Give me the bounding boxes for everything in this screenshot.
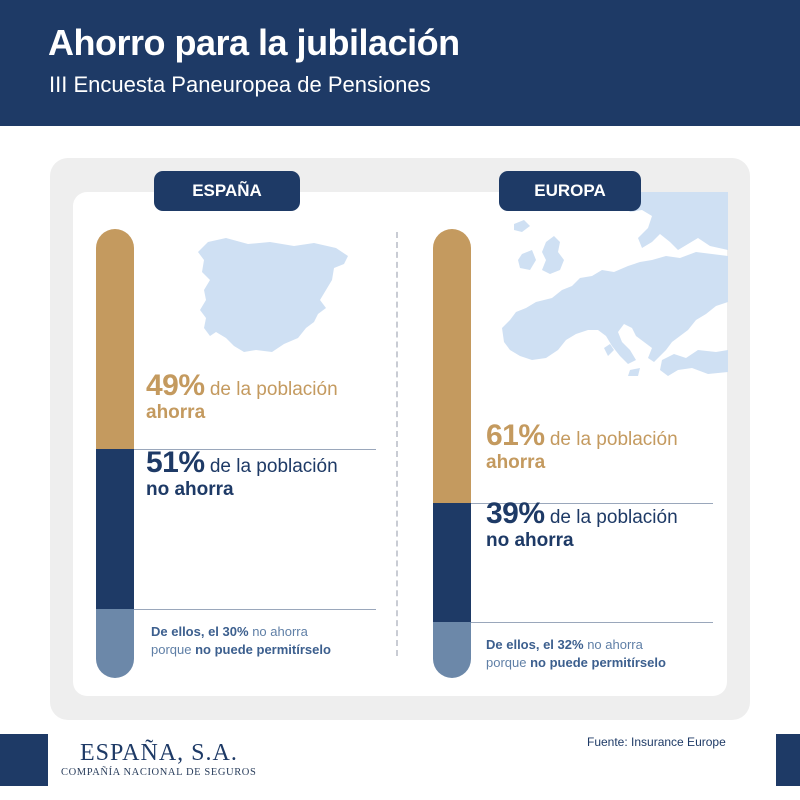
europe-ahorra-strong: ahorra	[486, 452, 546, 473]
europe-bar	[433, 229, 471, 678]
spain-note-pre: porque	[151, 642, 192, 657]
spain-ahorra-strong: ahorra	[146, 402, 206, 423]
spain-bar-segment-ahorra	[96, 229, 134, 449]
europe-note-lead: De ellos, el 32%	[486, 637, 584, 652]
europe-bar-segment-ahorra	[433, 229, 471, 503]
spain-note: De ellos, el 30% no ahorra porque no pue…	[151, 623, 331, 659]
europe-ahorra-text: de la población	[549, 429, 678, 450]
spain-noahorra-strong: no ahorra	[146, 479, 234, 500]
europe-note-line	[471, 621, 713, 623]
spain-ahorra-label: 49% de la población ahorra	[146, 371, 338, 424]
spain-noahorra-value: 51%	[146, 446, 205, 479]
europe-noahorra-label: 39% de la población no ahorra	[486, 499, 678, 552]
footer-accent-left	[0, 734, 48, 786]
europe-note-mid: no ahorra	[587, 637, 643, 652]
spain-bar	[96, 229, 134, 678]
page-title: Ahorro para la jubilación	[48, 22, 460, 63]
spain-note-mid: no ahorra	[252, 624, 308, 639]
europe-ahorra-value: 61%	[486, 419, 545, 452]
page-subtitle: III Encuesta Paneuropea de Pensiones	[49, 72, 431, 97]
europe-note: De ellos, el 32% no ahorra porque no pue…	[486, 636, 666, 672]
spain-note-tail: no puede permitírselo	[195, 642, 331, 657]
europe-bar-segment-no-ahorra	[433, 502, 471, 622]
europe-label: EUROPA	[499, 171, 641, 211]
header-banner: Ahorro para la jubilación III Encuesta P…	[0, 0, 800, 126]
europe-ahorra-label: 61% de la población ahorra	[486, 421, 678, 474]
spain-ahorra-text: de la población	[209, 379, 338, 400]
spain-note-lead: De ellos, el 30%	[151, 624, 249, 639]
spain-note-line	[134, 609, 376, 611]
source-citation: Fuente: Insurance Europe	[587, 735, 726, 749]
europe-note-tail: no puede permitírselo	[530, 655, 666, 670]
section-divider	[396, 232, 398, 656]
europe-note-pre: porque	[486, 655, 527, 670]
spain-split-line	[134, 449, 376, 450]
spain-noahorra-label: 51% de la población no ahorra	[146, 448, 338, 501]
spain-bar-segment-no-puede	[96, 609, 134, 678]
spain-noahorra-text: de la población	[209, 456, 338, 477]
spain-ahorra-value: 49%	[146, 369, 205, 402]
brand-logo-text: ESPAÑA, S.A.	[80, 740, 238, 766]
spain-label: ESPAÑA	[154, 171, 300, 211]
europe-map-icon	[502, 192, 728, 376]
brand-tagline: COMPAÑÍA NACIONAL DE SEGUROS	[61, 767, 257, 778]
europe-bar-segment-no-puede	[433, 621, 471, 678]
spain-map-icon	[198, 238, 348, 352]
europe-noahorra-text: de la población	[549, 507, 678, 528]
europe-noahorra-value: 39%	[486, 497, 545, 530]
footer-accent-right	[776, 734, 800, 786]
europe-split-line	[471, 502, 713, 504]
spain-bar-segment-no-ahorra	[96, 449, 134, 610]
europe-noahorra-strong: no ahorra	[486, 530, 574, 551]
